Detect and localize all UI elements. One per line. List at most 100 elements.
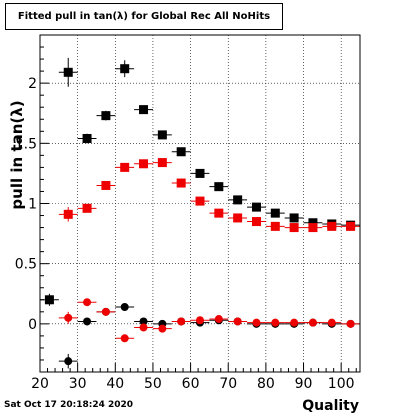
square-marker (270, 221, 280, 231)
circle-marker (120, 303, 129, 312)
square-marker (308, 218, 318, 228)
circle-marker (290, 318, 299, 327)
square-marker (289, 223, 299, 233)
data-point (247, 202, 266, 212)
x-tick-label: 50 (144, 376, 162, 392)
data-point (134, 105, 153, 115)
x-tick-label: 40 (106, 376, 124, 392)
data-point (96, 110, 116, 121)
data-point (115, 303, 135, 312)
data-point (284, 318, 304, 327)
x-tick-label: 20 (31, 376, 49, 392)
data-point (96, 180, 116, 190)
x-tick-label: 80 (257, 376, 275, 392)
y-tick-label: 1.5 (15, 136, 37, 152)
circle-marker (327, 318, 336, 327)
square-marker (214, 182, 224, 192)
data-point (152, 324, 172, 333)
square-marker (195, 196, 205, 206)
data-point (322, 221, 342, 231)
square-marker (82, 134, 92, 144)
data-point (209, 315, 229, 324)
circle-marker (139, 317, 148, 326)
square-marker (63, 67, 73, 77)
square-marker (101, 111, 111, 121)
data-point (58, 57, 78, 87)
square-marker (214, 208, 224, 218)
data-points (40, 57, 360, 369)
grid-lines (40, 35, 360, 372)
data-point (341, 221, 360, 231)
data-point (171, 178, 191, 188)
data-point (265, 208, 285, 218)
circle-marker (346, 319, 355, 328)
data-point (209, 208, 229, 218)
circle-marker (271, 318, 280, 327)
data-point (190, 168, 210, 178)
data-point (77, 317, 97, 326)
data-point (96, 307, 116, 316)
x-tick-label: 100 (328, 376, 355, 392)
circle-marker (233, 317, 242, 326)
square-marker (289, 213, 299, 223)
circle-marker (101, 307, 110, 316)
data-point (303, 318, 323, 327)
square-marker (139, 159, 149, 169)
data-point (265, 318, 285, 327)
square-marker (82, 203, 92, 213)
circle-marker (139, 323, 148, 332)
data-point (134, 323, 153, 332)
y-axis-label: pull in tan(λ) (8, 100, 26, 209)
data-point (209, 182, 229, 192)
square-marker (327, 221, 337, 231)
square-marker (308, 223, 318, 233)
square-marker (157, 158, 167, 168)
square-marker (270, 208, 280, 218)
square-marker (120, 64, 130, 74)
data-point (341, 319, 360, 328)
data-point (228, 195, 248, 205)
circle-marker (83, 298, 92, 307)
data-point (77, 298, 97, 307)
square-marker (176, 178, 186, 188)
y-tick-label: 2 (28, 76, 37, 92)
square-marker (233, 195, 243, 205)
circle-marker (158, 324, 167, 333)
data-point (171, 147, 191, 157)
data-point (152, 158, 172, 168)
y-tick-label: 1 (28, 197, 37, 213)
data-point (265, 221, 285, 231)
y-tick-label: 0 (28, 317, 37, 333)
data-point (134, 317, 153, 326)
square-marker (101, 180, 111, 190)
data-point (134, 159, 153, 169)
circle-marker (120, 334, 129, 343)
square-marker (157, 130, 167, 140)
data-point (247, 318, 266, 327)
square-marker (44, 295, 54, 305)
data-point (115, 334, 135, 343)
x-axis-label: Quality (302, 398, 359, 414)
circle-marker (64, 357, 73, 366)
square-marker (251, 217, 261, 227)
chart-title: Fitted pull in tan(λ) for Global Rec All… (5, 3, 283, 30)
data-point (152, 130, 172, 140)
data-point (228, 213, 248, 223)
square-marker (176, 147, 186, 157)
data-point (322, 318, 342, 327)
square-marker (139, 105, 149, 115)
square-marker (63, 209, 73, 219)
data-point (115, 60, 135, 78)
y-tick-label: 0.5 (15, 257, 37, 273)
data-point (171, 317, 191, 326)
data-point (77, 133, 97, 144)
circle-marker (214, 315, 223, 324)
axes: 20 30 40 50 60 70 80 90 100 0 0.5 1 1.5 2 (15, 34, 357, 392)
data-point (115, 162, 135, 172)
data-point (303, 223, 323, 233)
square-marker (233, 213, 243, 223)
data-point (77, 203, 97, 213)
x-tick-label: 60 (182, 376, 200, 392)
data-point (190, 196, 210, 206)
